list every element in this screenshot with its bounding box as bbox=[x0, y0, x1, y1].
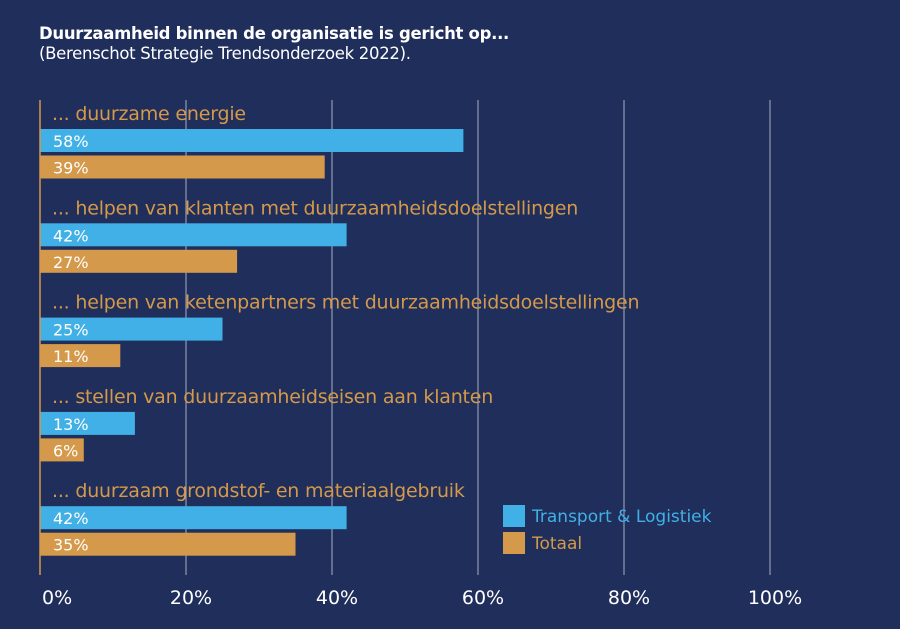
data-label: 42% bbox=[53, 509, 89, 528]
data-label: 35% bbox=[53, 536, 89, 555]
legend-swatch bbox=[503, 505, 525, 527]
data-label: 25% bbox=[53, 321, 89, 340]
data-label: 58% bbox=[53, 132, 89, 151]
bar-totaal bbox=[40, 344, 121, 368]
bar-totaal bbox=[40, 249, 238, 273]
x-tick-label: 80% bbox=[608, 587, 650, 609]
legend-label: Totaal bbox=[531, 534, 582, 554]
chart-subtitle: (Berenschot Strategie Trendsonderzoek 20… bbox=[39, 44, 411, 63]
x-tick-label: 20% bbox=[170, 587, 212, 609]
bar-transport-logistiek bbox=[40, 223, 347, 247]
category-label: ... duurzaam grondstof- en materiaalgebr… bbox=[52, 480, 465, 502]
category-label: ... helpen van klanten met duurzaamheids… bbox=[52, 197, 578, 219]
legend-swatch bbox=[503, 532, 525, 554]
legend-label: Transport & Logistiek bbox=[531, 507, 712, 527]
category-label: ... duurzame energie bbox=[52, 103, 246, 125]
bar-totaal bbox=[40, 438, 84, 462]
data-label: 6% bbox=[53, 441, 78, 460]
x-tick-label: 100% bbox=[748, 587, 802, 609]
data-label: 42% bbox=[53, 226, 89, 245]
x-tick-label: 0% bbox=[42, 587, 72, 609]
chart-title: Duurzaamheid binnen de organisatie is ge… bbox=[39, 24, 510, 43]
bar-transport-logistiek bbox=[40, 129, 464, 152]
category-label: ... stellen van duurzaamheidseisen aan k… bbox=[52, 386, 493, 408]
bar-totaal bbox=[40, 532, 296, 556]
data-label: 27% bbox=[53, 253, 89, 272]
x-tick-label: 40% bbox=[316, 587, 358, 609]
data-label: 39% bbox=[53, 159, 89, 178]
bar-transport-logistiek bbox=[40, 506, 347, 530]
data-label: 13% bbox=[53, 415, 89, 434]
x-tick-label: 60% bbox=[462, 587, 504, 609]
category-label: ... helpen van ketenpartners met duurzaa… bbox=[52, 292, 639, 314]
bar-transport-logistiek bbox=[40, 411, 135, 435]
data-label: 11% bbox=[53, 347, 89, 366]
bar-transport-logistiek bbox=[40, 317, 223, 341]
bar-totaal bbox=[40, 155, 325, 179]
